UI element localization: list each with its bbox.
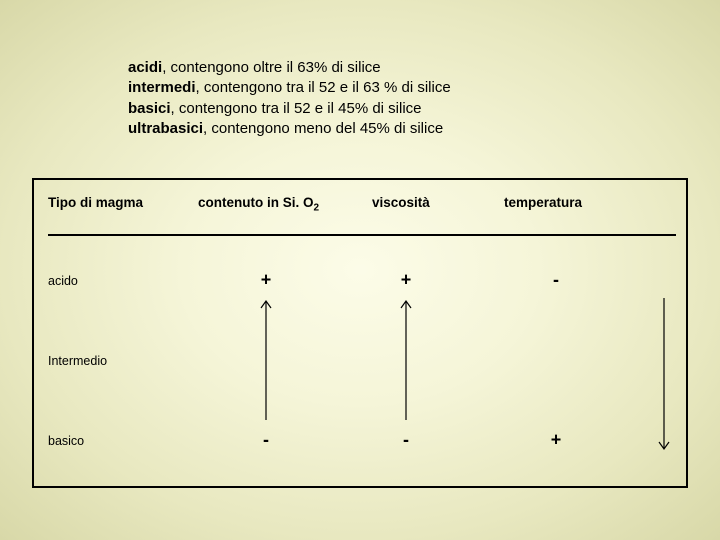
header-contenuto-sub: 2 bbox=[314, 203, 320, 214]
def-rest: , contengono tra il 52 e il 45% di silic… bbox=[171, 100, 422, 117]
header-rule bbox=[48, 234, 676, 236]
arrow-down-icon bbox=[658, 298, 670, 453]
col-header-tipo: Tipo di magma bbox=[48, 195, 143, 210]
sym-acido-temperatura: - bbox=[553, 270, 559, 291]
col-header-temperatura: temperatura bbox=[504, 195, 582, 210]
sym-basico-temperatura: + bbox=[551, 430, 562, 451]
col-header-viscosita: viscosità bbox=[372, 195, 430, 210]
def-term: acidi bbox=[128, 59, 162, 76]
arrow-up-icon bbox=[260, 298, 272, 420]
def-rest: , contengono tra il 52 e il 63 % di sili… bbox=[196, 79, 451, 96]
sym-basico-viscosita: - bbox=[403, 430, 409, 451]
row-label-acido: acido bbox=[48, 274, 78, 288]
def-rest: , contengono oltre il 63% di silice bbox=[162, 59, 380, 76]
def-rest: , contengono meno del 45% di silice bbox=[203, 120, 443, 137]
arrow-up-icon bbox=[400, 298, 412, 420]
row-label-basico: basico bbox=[48, 434, 84, 448]
sym-basico-contenuto: - bbox=[263, 430, 269, 451]
def-intermedi: intermedi, contengono tra il 52 e il 63 … bbox=[128, 78, 451, 98]
def-basici: basici, contengono tra il 52 e il 45% di… bbox=[128, 99, 451, 119]
magma-table: Tipo di magma contenuto in Si. O2 viscos… bbox=[32, 178, 688, 488]
sym-acido-contenuto: + bbox=[261, 270, 272, 291]
def-acidi: acidi, contengono oltre il 63% di silice bbox=[128, 58, 451, 78]
definitions-block: acidi, contengono oltre il 63% di silice… bbox=[128, 58, 451, 139]
def-term: intermedi bbox=[128, 79, 196, 96]
col-header-contenuto: contenuto in Si. O2 bbox=[198, 195, 319, 214]
header-contenuto-text: contenuto in Si. O bbox=[198, 195, 314, 210]
def-term: basici bbox=[128, 100, 171, 117]
row-label-intermedio: Intermedio bbox=[48, 354, 107, 368]
def-term: ultrabasici bbox=[128, 120, 203, 137]
sym-acido-viscosita: + bbox=[401, 270, 412, 291]
def-ultrabasici: ultrabasici, contengono meno del 45% di … bbox=[128, 119, 451, 139]
